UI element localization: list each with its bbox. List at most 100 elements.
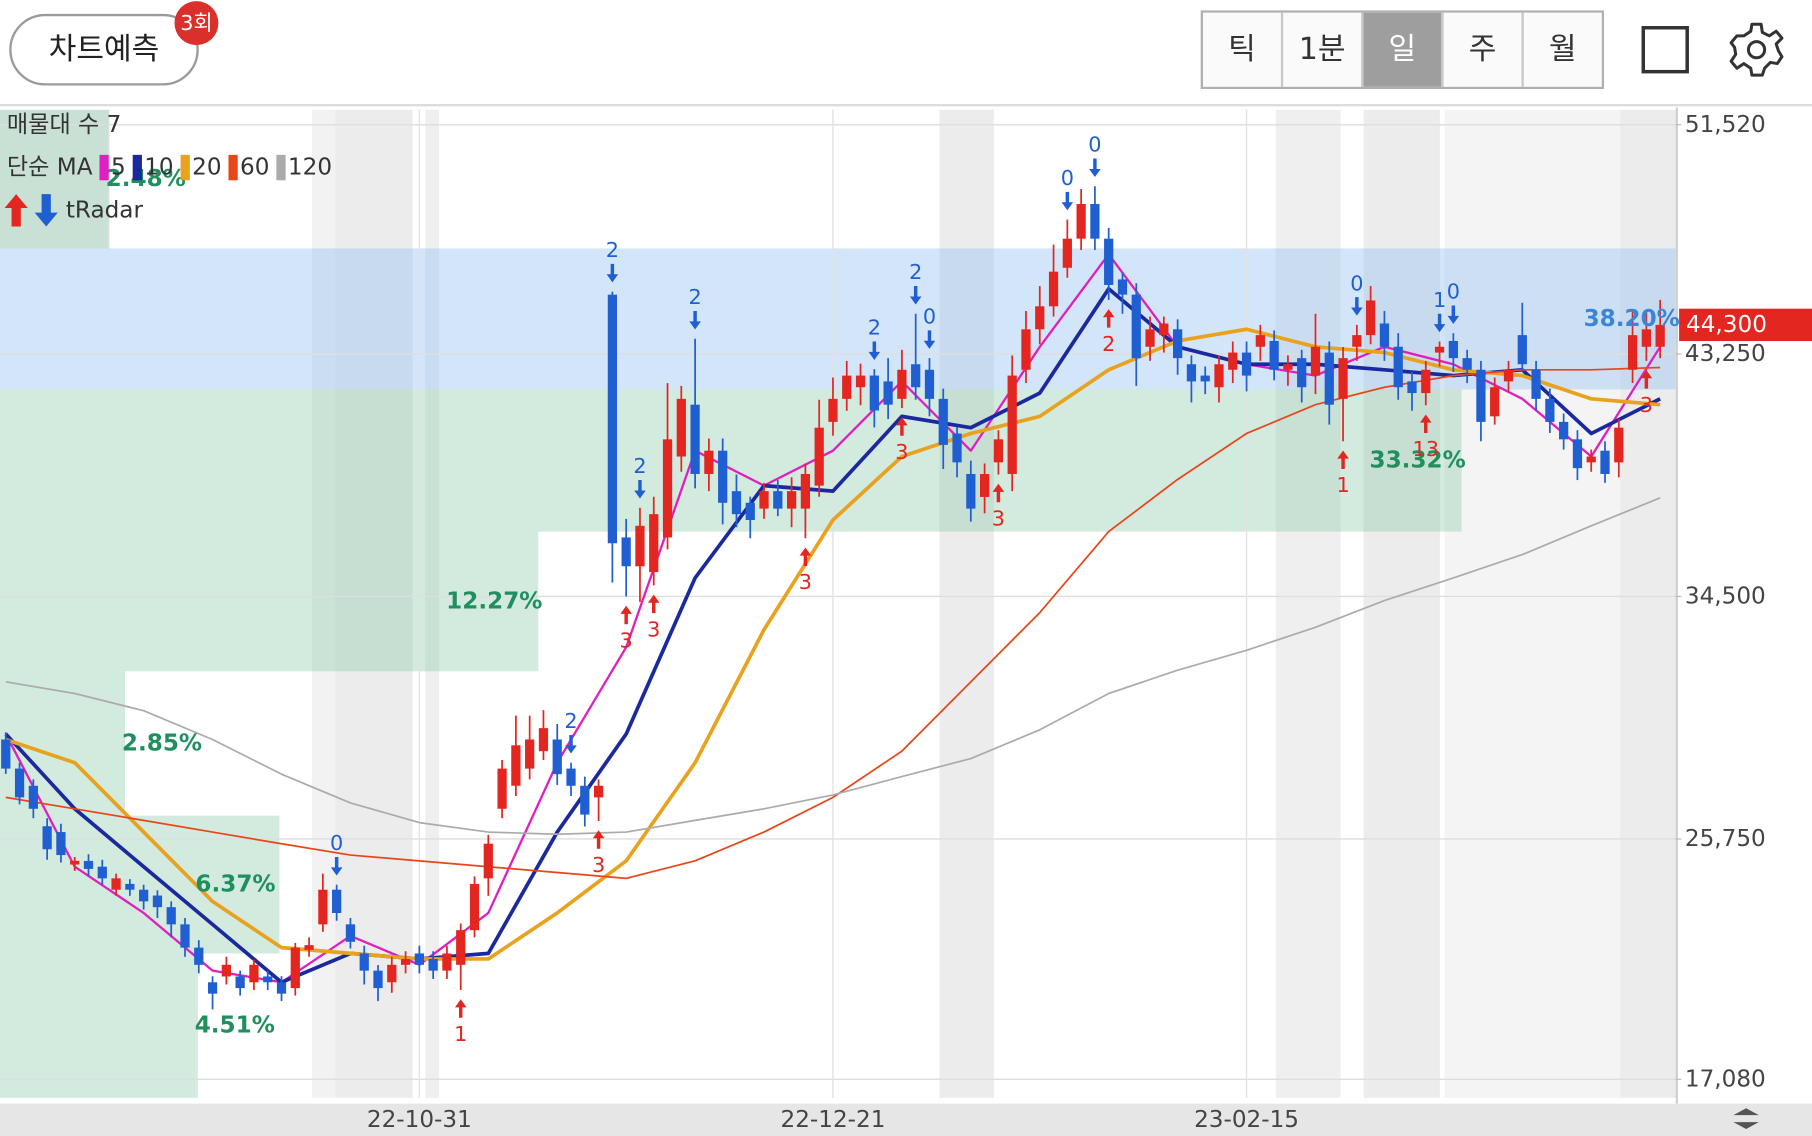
ma-line (5, 497, 1661, 836)
legend-swatch (180, 154, 190, 181)
tab-label[interactable]: 월 (1549, 32, 1577, 67)
candle-body (1310, 346, 1321, 376)
candle-body (1379, 323, 1390, 347)
candle-body (635, 525, 645, 567)
candle-body (855, 375, 866, 388)
candle-body (580, 785, 590, 815)
signal-label: 3 (620, 628, 633, 652)
candle-body (1076, 204, 1086, 239)
candle-body (152, 895, 163, 908)
gear-hub[interactable] (1746, 40, 1767, 60)
candle-body (442, 953, 452, 971)
signal-label: 3 (992, 506, 1005, 530)
candle-body (979, 473, 990, 497)
candle-body (607, 294, 618, 544)
candle-body (842, 375, 852, 399)
badge: 3회 (174, 1, 219, 46)
candle-body (1421, 369, 1431, 394)
signal-arrow (1102, 309, 1115, 328)
y-tick-label: 25,750 (1685, 826, 1766, 852)
candle-body (373, 970, 383, 989)
period-tabs: 틱 1분 일 주 월 (1200, 10, 1604, 89)
signal-arrow (1447, 305, 1460, 324)
x-tick-label: 23-02-15 (1194, 1107, 1299, 1133)
settings-button[interactable] (1729, 22, 1784, 77)
tab[interactable] (1443, 12, 1522, 87)
gear-outline[interactable] (1729, 22, 1784, 77)
tab[interactable] (1363, 12, 1442, 87)
volume-band (0, 531, 539, 672)
signal-arrow (647, 594, 660, 614)
volume-band-label: 4.51% (195, 1013, 275, 1039)
candle-body (400, 958, 411, 965)
signal-label: 1 (454, 1022, 467, 1046)
volume-band (0, 953, 198, 1098)
volume-band (0, 389, 1462, 532)
signal-label: 2 (1102, 332, 1115, 356)
tab[interactable] (1523, 12, 1602, 87)
candle-body (1186, 364, 1197, 382)
candle-body (70, 860, 80, 865)
candle-body (1131, 294, 1141, 359)
tab[interactable] (1283, 12, 1362, 87)
candle-body (1572, 439, 1583, 469)
candle-body (83, 860, 94, 869)
legend-label: 20 (192, 155, 221, 181)
candle-body (1324, 352, 1334, 405)
candle-body (194, 947, 204, 965)
candle-body (469, 883, 480, 931)
y-tick-label: 43,250 (1685, 341, 1766, 367)
volume-band-label: 38.20% (1584, 306, 1680, 332)
signal-arrow (634, 480, 646, 499)
signal-label: 0 (330, 831, 343, 855)
signal-label: 0 (1088, 133, 1101, 157)
bg-column (425, 109, 440, 1098)
axis-scroll-handle[interactable] (1733, 1108, 1759, 1130)
candle-body (869, 375, 879, 411)
candle-body (897, 369, 907, 399)
fullscreen-button[interactable] (1641, 26, 1689, 74)
tab[interactable] (1202, 12, 1281, 87)
signal-arrow (620, 605, 632, 625)
candle-body (290, 947, 300, 989)
signal-label: 3 (895, 440, 908, 464)
predict-button-label[interactable]: 차트예측 (49, 32, 160, 67)
candle-body (1228, 352, 1238, 370)
predict-button[interactable]: 차트예측 (9, 13, 199, 86)
candle-body (966, 473, 976, 509)
tab-label[interactable]: 틱 (1228, 32, 1256, 67)
candle-body (1173, 329, 1183, 359)
candle-body (497, 768, 507, 809)
candle-body (207, 982, 218, 994)
candle-body (1517, 335, 1527, 365)
bg-column (939, 109, 994, 1098)
signal-arrow (1089, 158, 1101, 178)
tab-label[interactable]: 1분 (1299, 32, 1346, 67)
tab-label[interactable]: 일 (1389, 32, 1417, 67)
candle-body (359, 953, 369, 971)
down-arrow-icon (34, 194, 58, 227)
candle-body (1062, 238, 1072, 268)
candle-body (1545, 398, 1555, 422)
candle-body (387, 964, 397, 983)
last-price-label: 44,300 (1686, 312, 1767, 338)
y-tick-label: 51,520 (1685, 112, 1766, 138)
candle-body (552, 739, 562, 775)
candle-body (1338, 358, 1348, 399)
candle-body (1035, 306, 1045, 330)
candle-body (1283, 364, 1293, 370)
candle-body (1448, 340, 1458, 359)
candle-body (1255, 335, 1265, 347)
candle-body (1531, 369, 1541, 399)
predict-button-frame[interactable] (9, 13, 199, 86)
candle-body (1159, 323, 1169, 336)
legend-swatch (228, 154, 238, 181)
ma-title: 단순 MA (7, 155, 93, 181)
tab-label[interactable]: 주 (1469, 32, 1497, 67)
candle-body (276, 982, 287, 994)
candle-body (621, 537, 631, 567)
candle-body (125, 883, 135, 890)
bg-column (1275, 109, 1341, 1098)
